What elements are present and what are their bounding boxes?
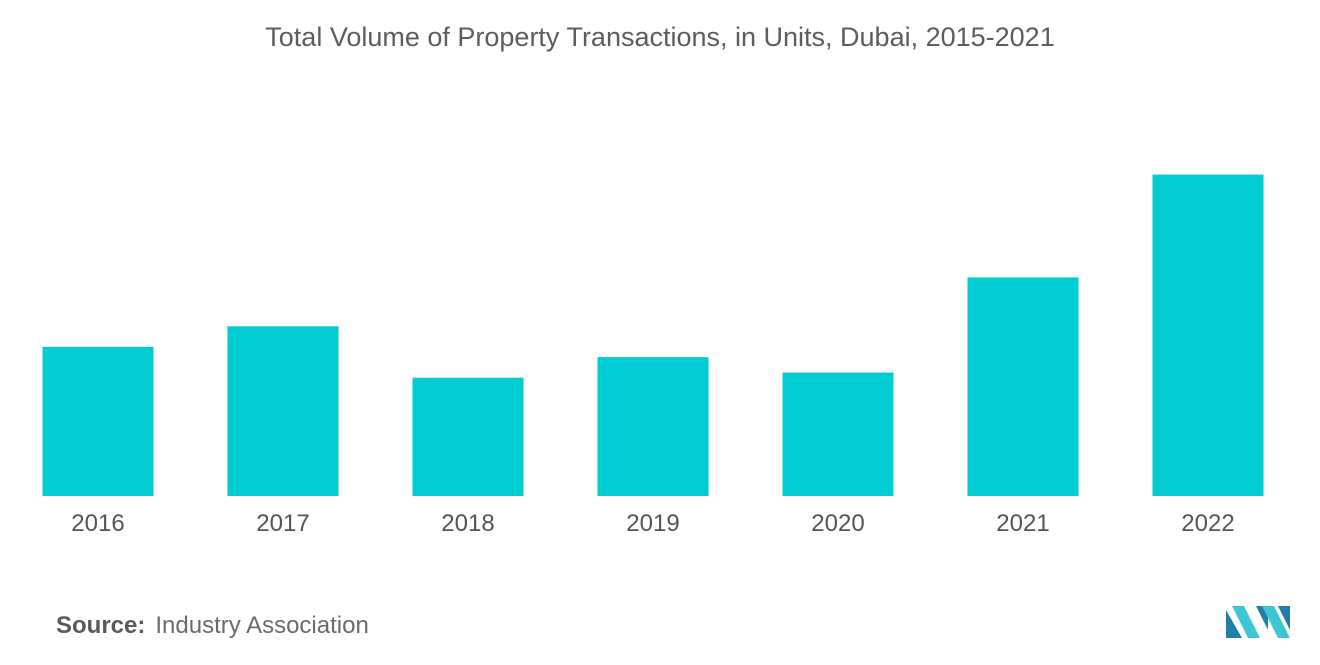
bar-chart: 2016 2017 2018 2019 2020 2021 2022 bbox=[42, 174, 1264, 537]
source-note: Source: Industry Association bbox=[56, 612, 369, 640]
bar-2022 bbox=[1152, 174, 1264, 497]
x-tick-label: 2019 bbox=[626, 510, 679, 537]
x-tick-label: 2020 bbox=[811, 510, 864, 537]
source-label: Source: bbox=[56, 612, 146, 639]
bar-2018 bbox=[412, 377, 524, 496]
bar-2021 bbox=[967, 277, 1079, 496]
bar-2017 bbox=[227, 326, 339, 496]
bars-group bbox=[42, 174, 1264, 497]
mordor-logo-icon bbox=[1226, 606, 1290, 638]
x-axis-ticks: 2016 2017 2018 2019 2020 2021 2022 bbox=[71, 510, 1234, 537]
bar-2020 bbox=[782, 372, 894, 496]
bar-2016 bbox=[42, 346, 154, 496]
bar-2019 bbox=[597, 357, 709, 496]
x-tick-label: 2016 bbox=[71, 510, 124, 537]
x-tick-label: 2017 bbox=[256, 510, 309, 537]
source-text: Industry Association bbox=[155, 612, 369, 639]
chart-title: Total Volume of Property Transactions, i… bbox=[265, 22, 1055, 52]
x-tick-label: 2018 bbox=[441, 510, 494, 537]
x-tick-label: 2021 bbox=[996, 510, 1049, 537]
x-tick-label: 2022 bbox=[1181, 510, 1234, 537]
